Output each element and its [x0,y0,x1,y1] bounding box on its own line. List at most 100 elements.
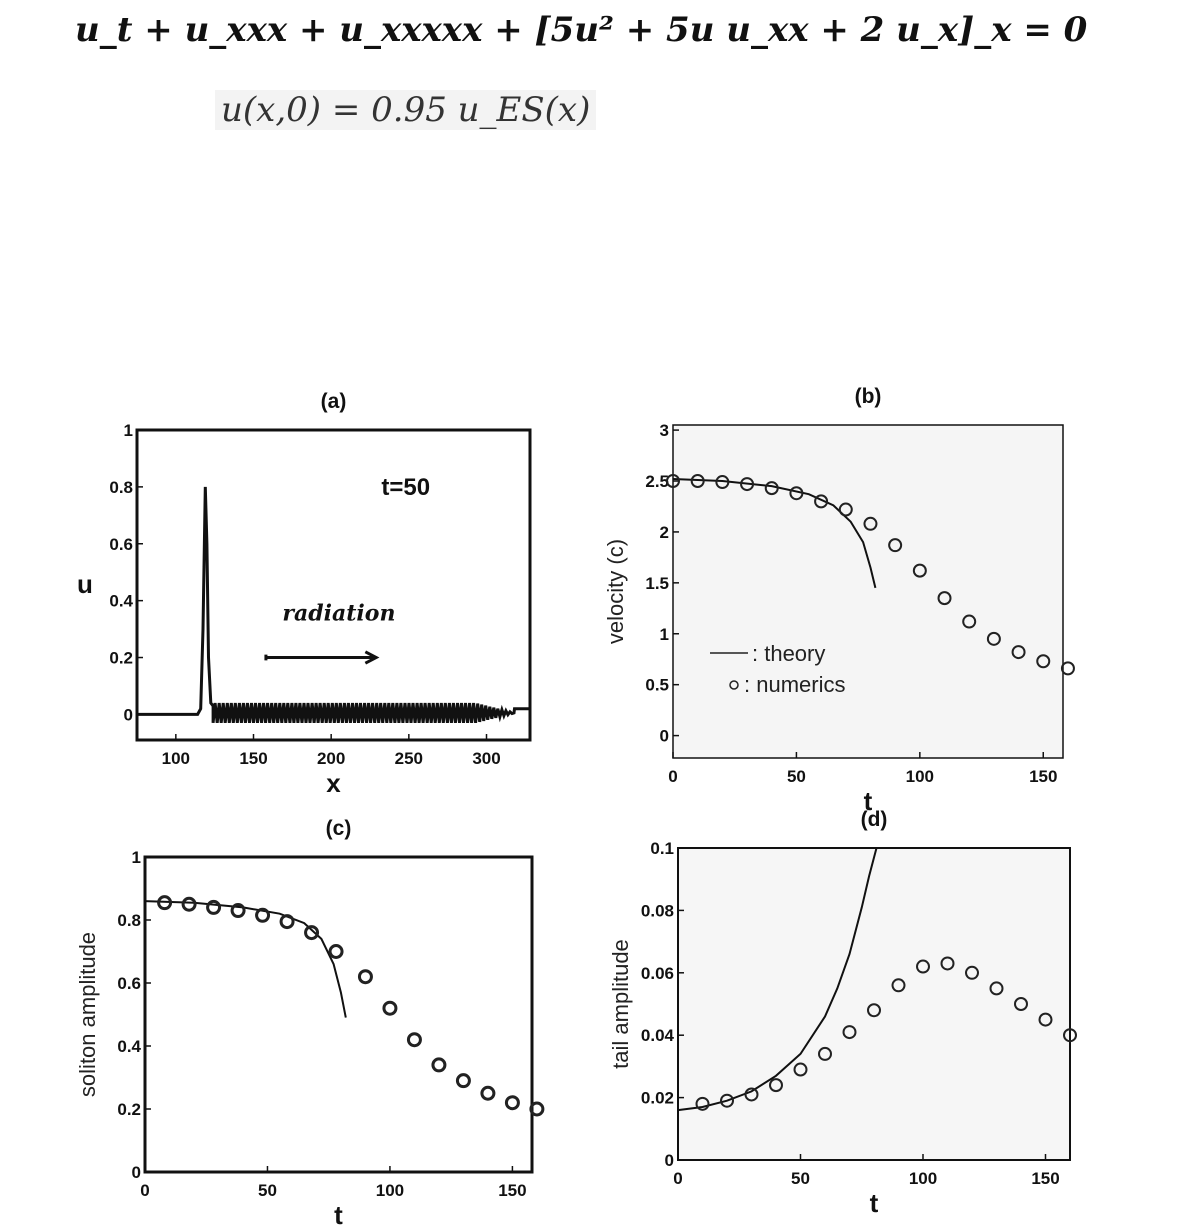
y-tick-label: 0.6 [109,535,133,554]
theory-curve [672,478,877,589]
numerics-point [863,516,878,531]
x-tick-label: 300 [472,749,500,768]
panel-title: (c) [326,817,352,840]
numerics-point [937,591,952,606]
pde-equation: u_t + u_xxx + u_xxxxx + [5u² + 5u u_xx +… [75,10,1088,50]
numerics-point [818,1046,832,1061]
numerics-point [989,981,1004,996]
x-tick-label: 150 [239,749,267,768]
y-tick-label: 0.02 [641,1089,674,1108]
y-tick-label: 0.6 [117,974,141,993]
y-tick-label: 0.08 [641,901,674,920]
x-axis-label: x [326,768,341,798]
legend-numerics-swatch [729,680,739,690]
numerics-point [814,494,829,509]
numerics-point [769,1078,783,1093]
numerics-point [940,956,955,971]
numerics-point [962,614,977,629]
numerics-point [1063,1028,1077,1043]
numerics-point [867,1003,881,1018]
numerics-point [666,474,680,489]
numerics-point [279,914,295,930]
chart-panel-d: (d) 0 50 100 150 0 0.02 0.04 0.06 0.08 0.1 t tail am… [608,808,1077,1218]
plot-area [135,428,532,742]
numerics-point [744,1087,759,1102]
legend-theory-label: : theory [752,641,825,666]
initial-condition: u(x,0) = 0.95 u_ES(x) [215,90,597,130]
x-tick-label: 50 [258,1181,277,1200]
numerics-point [504,1095,520,1111]
numerics-point [382,1000,398,1016]
panel-title: (b) [855,385,882,408]
numerics-point [357,969,373,985]
y-tick-label: 2 [660,523,669,542]
numerics-point [888,538,903,553]
x-tick-label: 150 [498,1181,526,1200]
x-tick-label: 100 [909,1169,937,1188]
y-tick-label: 0 [660,727,669,746]
y-tick-label: 1.5 [645,574,669,593]
numerics-point [912,563,927,578]
numerics-point [328,944,344,959]
numerics-point [406,1032,422,1048]
x-tick-label: 150 [1031,1169,1059,1188]
numerics-point [842,1025,857,1040]
x-tick-label: 250 [395,749,423,768]
y-tick-label: 1 [132,848,141,867]
radiation-annotation: radiation [282,601,395,627]
chart-panel-a: (a) 100 150 200 250 300 0 0.2 0.4 0.6 0.8 1 x u t=50 ra… [77,390,532,798]
numerics-point [1038,1012,1053,1027]
numerics-point [891,978,906,993]
numerics-point [986,631,1001,646]
numerics-point [789,486,804,501]
y-tick-label: 2.5 [645,472,669,491]
y-tick-label: 0.8 [117,911,141,930]
numerics-point [1014,997,1028,1011]
y-axis-label: velocity (c) [603,539,628,644]
x-tick-label: 0 [140,1181,149,1200]
x-tick-label: 0 [668,767,677,786]
x-tick-label: 200 [317,749,345,768]
chart-panel-b: (b) 0 50 100 150 0 0.5 1 1.5 2 2.5 3 t velocity (c): … [603,385,1075,816]
radiation-arrow [264,650,380,665]
x-tick-label: 100 [162,749,190,768]
y-axis-label: u [77,569,93,599]
legend-numerics-label: : numerics [744,672,845,697]
x-tick-label: 50 [787,767,806,786]
y-tick-label: 0.2 [109,649,133,668]
numerics-point [455,1073,471,1089]
y-tick-label: 0.8 [109,478,133,497]
y-tick-label: 0 [132,1163,141,1182]
y-tick-label: 0.06 [641,964,674,983]
numerics-point [230,903,246,919]
numerics-point [181,896,197,912]
numerics-point [206,899,222,915]
x-tick-label: 150 [1029,767,1057,786]
y-tick-label: 3 [660,421,669,440]
numerics-point [255,907,271,923]
x-tick-label: 0 [673,1169,682,1188]
y-tick-label: 0.4 [117,1037,141,1056]
y-tick-label: 0 [124,705,133,724]
data-curve [137,486,530,724]
x-axis-label: t [334,1200,343,1229]
numerics-point [916,959,930,974]
numerics-point [1036,654,1051,669]
time-annotation: t=50 [381,474,430,501]
y-tick-label: 1 [124,421,133,440]
x-tick-label: 50 [791,1169,810,1188]
x-tick-label: 100 [906,767,934,786]
numerics-point [695,1096,710,1111]
theory-curve [677,847,878,1112]
y-axis-label: tail amplitude [608,939,633,1069]
panel-title: (d) [861,808,888,831]
numerics-point [720,1093,734,1108]
numerics-point [480,1085,496,1101]
y-tick-label: 1 [660,625,669,644]
numerics-point [764,481,779,496]
numerics-point [431,1057,447,1073]
numerics-point [715,475,730,490]
numerics-point [1060,661,1075,676]
x-axis-label: t [864,786,873,816]
